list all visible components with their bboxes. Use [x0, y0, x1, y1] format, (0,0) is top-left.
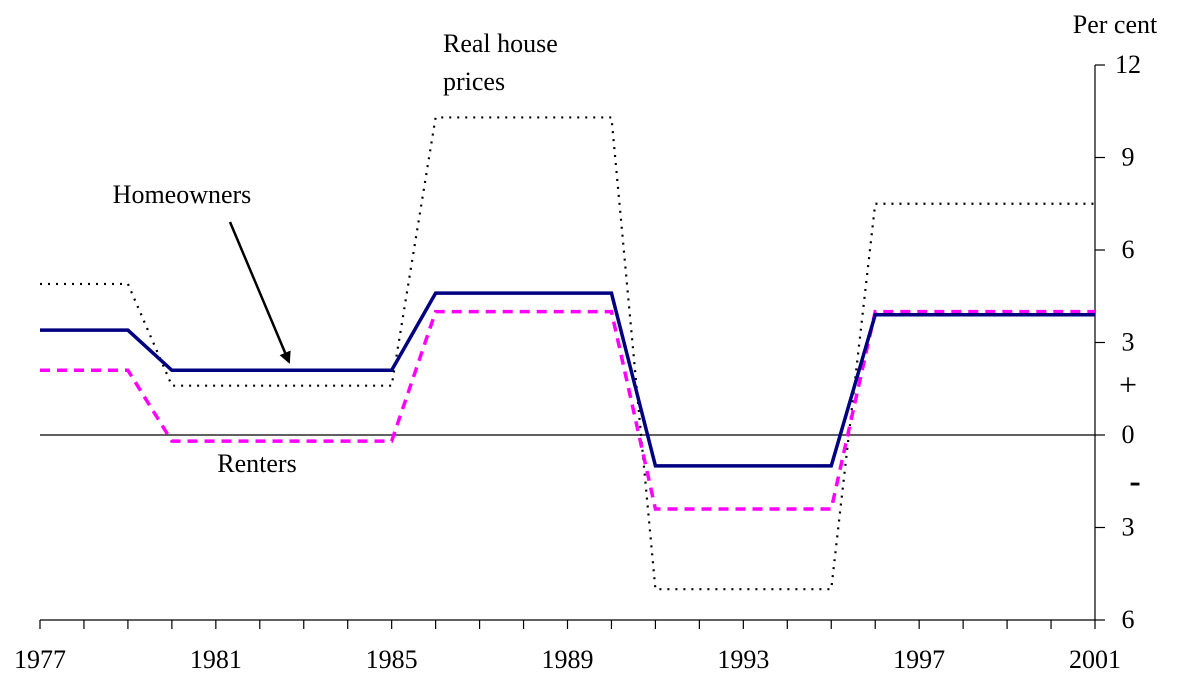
x-tick-label: 1993 — [717, 645, 769, 674]
y-tick-label: 6 — [1122, 605, 1135, 634]
x-tick-label: 1981 — [190, 645, 242, 674]
y-tick-label: 9 — [1122, 142, 1135, 171]
annotation: prices — [443, 67, 505, 96]
sign-plus: + — [1119, 366, 1137, 402]
y-axis-label: Per cent — [1073, 10, 1158, 39]
pointer-arrow — [228, 221, 291, 364]
y-tick-label: 3 — [1122, 327, 1135, 356]
x-tick-label: 1985 — [366, 645, 418, 674]
series-line — [40, 309, 1095, 511]
x-tick-label: 2001 — [1069, 645, 1121, 674]
annotation: Real house — [443, 29, 558, 58]
x-tick-label: 1989 — [542, 645, 594, 674]
series-label: Homeowners — [113, 180, 252, 209]
x-tick-label: 1997 — [893, 645, 945, 674]
y-tick-label: 12 — [1115, 50, 1141, 79]
sign-minus: - — [1129, 463, 1140, 500]
x-tick-label: 1977 — [14, 645, 66, 674]
series-line — [40, 291, 1095, 468]
series-label: Renters — [217, 449, 296, 478]
y-tick-label: 3 — [1122, 512, 1135, 541]
y-tick-label: 0 — [1122, 420, 1135, 449]
y-tick-label: 6 — [1122, 235, 1135, 264]
